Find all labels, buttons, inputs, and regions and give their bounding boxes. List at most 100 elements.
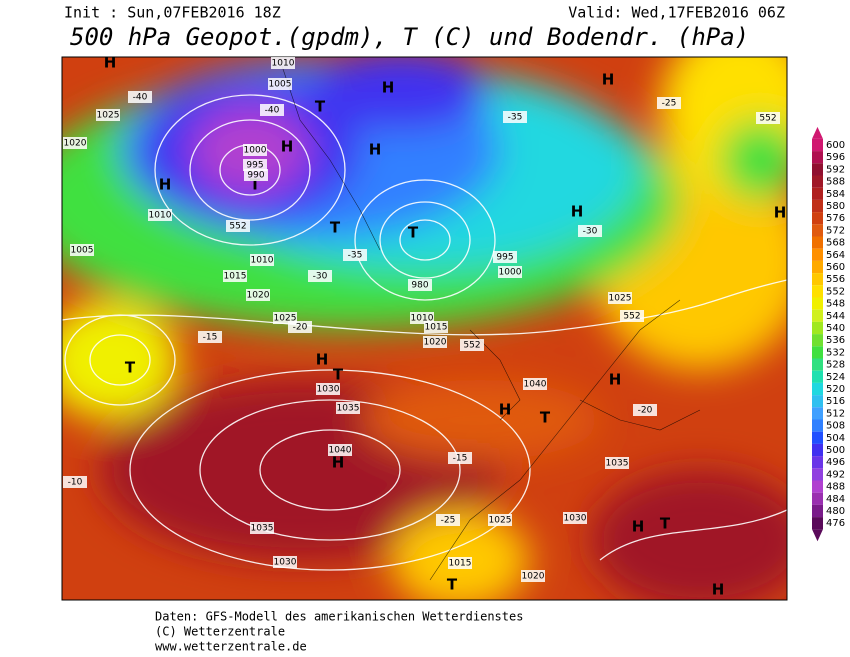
colorbar-label: 556 xyxy=(826,274,845,285)
colorbar-swatch xyxy=(812,309,823,322)
pressure-center: H xyxy=(774,204,787,222)
pressure-center: H xyxy=(609,371,622,389)
label-box xyxy=(578,225,602,237)
contour-label: 1040 xyxy=(329,446,352,456)
colorbar-swatch xyxy=(812,358,823,371)
contour-label: -25 xyxy=(662,99,677,109)
colorbar-label: 488 xyxy=(826,482,845,493)
contour-label: 552 xyxy=(463,341,480,351)
contour-label: -15 xyxy=(203,333,218,343)
contour-label: 552 xyxy=(759,114,776,124)
contour-label: 1020 xyxy=(424,338,447,348)
contour-label: 995 xyxy=(496,253,513,263)
contour-label: 552 xyxy=(229,222,246,232)
contour-label: -20 xyxy=(293,323,308,333)
colorbar-label: 480 xyxy=(826,506,845,517)
colorbar-label: 564 xyxy=(826,250,845,261)
colorbar-swatch xyxy=(812,138,823,152)
pressure-center: T xyxy=(333,366,344,384)
pressure-center: H xyxy=(369,141,382,159)
contour-label: 1005 xyxy=(71,246,94,256)
contour-label: 1010 xyxy=(272,59,295,69)
colorbar-label: 584 xyxy=(826,189,845,200)
label-box xyxy=(336,402,360,414)
contour-label: -30 xyxy=(313,272,328,282)
colorbar-label: 504 xyxy=(826,433,845,444)
contour-label: 990 xyxy=(247,171,264,181)
contour-label: -35 xyxy=(348,251,363,261)
footer-line: (C) Wetterzentrale xyxy=(155,625,285,639)
label-box xyxy=(448,557,472,569)
label-box xyxy=(423,336,447,348)
contour-label: 1010 xyxy=(411,314,434,324)
contour-label: -40 xyxy=(265,106,280,116)
colorbar-label: 600 xyxy=(826,140,845,151)
colorbar-swatch xyxy=(812,273,823,286)
colorbar-label: 484 xyxy=(826,494,845,505)
pressure-center: H xyxy=(104,54,117,72)
contour-label: 1010 xyxy=(251,256,274,266)
contour-label: -30 xyxy=(583,227,598,237)
pressure-center: H xyxy=(712,581,725,599)
colorbar-swatch xyxy=(812,285,823,298)
contour-label: -25 xyxy=(441,516,456,526)
label-box xyxy=(620,310,644,322)
colorbar-label: 536 xyxy=(826,335,845,346)
contour-label: 1025 xyxy=(274,314,297,324)
pressure-center: T xyxy=(315,98,326,116)
label-box xyxy=(273,556,297,568)
label-box xyxy=(268,78,292,90)
colorbar-label: 508 xyxy=(826,421,845,432)
colorbar-swatch xyxy=(812,468,823,481)
label-box xyxy=(436,514,460,526)
colorbar-label: 524 xyxy=(826,372,845,383)
colorbar-swatch xyxy=(812,199,823,213)
contour-label: 1020 xyxy=(247,291,270,301)
colorbar-swatch xyxy=(812,175,823,188)
contour-label: 1030 xyxy=(317,385,340,395)
colorbar-swatch xyxy=(812,504,823,518)
pressure-center: T xyxy=(660,515,671,533)
pressure-center: H xyxy=(281,138,294,156)
label-box xyxy=(198,331,222,343)
label-box xyxy=(608,292,632,304)
colorbar-label: 552 xyxy=(826,286,845,297)
contour-label: -10 xyxy=(68,478,83,488)
colorbar-label: 492 xyxy=(826,469,845,480)
contour-label: 1025 xyxy=(609,294,632,304)
colorbar-swatch xyxy=(812,492,823,505)
colorbar-swatch xyxy=(812,443,823,457)
pressure-center: H xyxy=(602,71,615,89)
colorbar-swatch xyxy=(812,419,823,432)
colorbar-label: 528 xyxy=(826,360,845,371)
contour-label: -40 xyxy=(133,93,148,103)
label-box xyxy=(246,289,270,301)
contour-label: 980 xyxy=(411,281,428,291)
contour-label: 1025 xyxy=(97,111,120,121)
colorbar-label: 476 xyxy=(826,518,845,529)
colorbar-swatch xyxy=(812,382,823,396)
label-box xyxy=(343,249,367,261)
init-time: Init : Sun,07FEB2016 18Z xyxy=(64,4,281,22)
contour-label: 1005 xyxy=(269,80,292,90)
label-box xyxy=(488,514,512,526)
colorbar-label: 572 xyxy=(826,225,845,236)
pressure-center: T xyxy=(330,219,341,237)
label-box xyxy=(243,159,267,171)
pressure-center: T xyxy=(250,176,261,194)
label-box xyxy=(250,522,274,534)
colorbar-swatch xyxy=(812,163,823,176)
label-box xyxy=(223,270,247,282)
label-box xyxy=(96,109,120,121)
label-box xyxy=(63,137,87,149)
label-box xyxy=(226,220,250,232)
contour-label: -20 xyxy=(638,406,653,416)
contour-label: 1035 xyxy=(337,404,360,414)
colorbar-swatch xyxy=(812,370,823,383)
colorbar-swatch xyxy=(812,321,823,335)
colorbar-label: 588 xyxy=(826,177,845,188)
label-box xyxy=(563,512,587,524)
colorbar-label: 500 xyxy=(826,445,845,456)
footer-line: www.wetterzentrale.de xyxy=(155,640,307,654)
colorbar-label: 560 xyxy=(826,262,845,273)
